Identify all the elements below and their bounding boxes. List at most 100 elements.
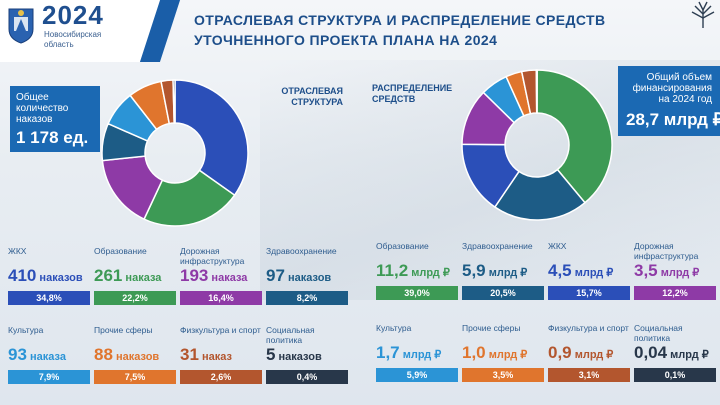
sector-percent-bar: 0,4% (266, 370, 348, 384)
funding-item: Социальная политика 0,04 млрд ₽ 0,1% (634, 323, 716, 385)
sector-percent-bar: 22,2% (94, 291, 176, 305)
year-label: 2024 (42, 0, 104, 30)
total-funding-value: 28,7 млрд ₽ (626, 110, 720, 129)
sector-category-label: Социальная политика (266, 325, 315, 345)
funding-value: 5,9 млрд ₽ (462, 261, 527, 281)
sector-percent-bar: 2,6% (180, 370, 262, 384)
funding-value: 3,5 млрд ₽ (634, 261, 699, 281)
funding-category-label: Социальная политика (634, 323, 683, 343)
sector-item: Культура 93 наказа 7,9% (8, 325, 90, 387)
funding-value-number: 3,5 (634, 261, 658, 280)
sector-structure-slice-1 (174, 79, 249, 197)
sector-value-number: 193 (180, 266, 209, 285)
sector-value-number: 97 (266, 266, 285, 285)
sector-percent-bar: 8,2% (266, 291, 348, 305)
funding-value-number: 4,5 (548, 261, 572, 280)
funding-value-unit: млрд ₽ (571, 349, 614, 361)
funds-distribution-slice-1 (536, 69, 613, 204)
total-funding-label: Общий объем финансирования на 2024 год (632, 72, 712, 105)
sector-item: Здравоохранение 97 наказов 8,2% (266, 246, 348, 308)
funding-value-number: 11,2 (376, 261, 409, 280)
funding-value-number: 0,04 (634, 343, 668, 362)
funding-percent-bar: 5,9% (376, 368, 458, 382)
funding-category-label: Культура (376, 323, 412, 333)
sector-item: ЖКХ 410 наказов 34,8% (8, 246, 90, 308)
sector-structure-donut (101, 79, 249, 227)
sector-structure-slice-8 (172, 79, 176, 124)
funding-value-unit: млрд ₽ (657, 267, 700, 279)
funding-item: Дорожная инфраструктура 3,5 млрд ₽ 12,2% (634, 241, 716, 303)
sector-value-unit: наказов (275, 351, 322, 363)
sector-item: Физкультура и спорт 31 наказ 2,6% (180, 325, 262, 387)
funding-percent-bar: 3,1% (548, 368, 630, 382)
funds-distribution-slice-2 (493, 168, 586, 221)
funding-item: Здравоохранение 5,9 млрд ₽ 20,5% (462, 241, 544, 303)
sector-category-label: Дорожная инфраструктура (180, 246, 245, 266)
funding-value: 1,0 млрд ₽ (462, 343, 527, 363)
sector-category-label: ЖКХ (8, 246, 27, 256)
sector-value: 5 наказов (266, 345, 322, 365)
funding-category-label: Здравоохранение (462, 241, 533, 251)
sector-value-number: 93 (8, 345, 27, 364)
sector-category-label: Прочие сферы (94, 325, 153, 335)
funding-category-label: Физкультура и спорт (548, 323, 629, 333)
sector-value-number: 88 (94, 345, 113, 364)
funding-category-label: Дорожная инфраструктура (634, 241, 699, 261)
sector-value-number: 261 (94, 266, 123, 285)
funding-value-number: 5,9 (462, 261, 486, 280)
sector-item: Прочие сферы 88 наказов 7,5% (94, 325, 176, 387)
sector-value: 410 наказов (8, 266, 83, 286)
funding-percent-bar: 12,2% (634, 286, 716, 300)
funding-value-number: 1,7 (376, 343, 400, 362)
funding-percent-bar: 39,0% (376, 286, 458, 300)
funding-value-unit: млрд ₽ (667, 349, 709, 361)
sector-percent-bar: 16,4% (180, 291, 262, 305)
funding-value: 1,7 млрд ₽ (376, 343, 441, 363)
sector-value: 93 наказа (8, 345, 66, 365)
sector-value-number: 5 (266, 345, 276, 364)
funding-percent-bar: 20,5% (462, 286, 544, 300)
funding-percent-bar: 15,7% (548, 286, 630, 300)
sector-value-unit: наказа (208, 272, 248, 284)
sector-value: 88 наказов (94, 345, 159, 365)
sector-structure-label: ОТРАСЛЕВАЯ СТРУКТУРА (281, 86, 343, 107)
funding-value-unit: млрд ₽ (408, 267, 450, 279)
page-title: ОТРАСЛЕВАЯ СТРУКТУРА И РАСПРЕДЕЛЕНИЕ СРЕ… (194, 12, 606, 48)
sector-value-unit: наказов (36, 272, 83, 284)
sector-value: 193 наказа (180, 266, 247, 286)
funding-value-number: 0,9 (548, 343, 572, 362)
tree-logo-icon (691, 1, 715, 28)
sector-value-number: 410 (8, 266, 37, 285)
funding-category-label: Образование (376, 241, 429, 251)
sector-item: Социальная политика 5 наказов 0,4% (266, 325, 348, 387)
funds-distribution-label: РАСПРЕДЕЛЕНИЕ СРЕДСТВ (372, 83, 453, 104)
funding-value-unit: млрд ₽ (485, 349, 528, 361)
sector-value: 97 наказов (266, 266, 331, 286)
sector-percent-bar: 7,9% (8, 370, 90, 384)
funding-value: 0,9 млрд ₽ (548, 343, 613, 363)
funding-item: Физкультура и спорт 0,9 млрд ₽ 3,1% (548, 323, 630, 385)
sector-item: Дорожная инфраструктура 193 наказа 16,4% (180, 246, 262, 308)
funds-distribution-donut (461, 69, 613, 221)
funding-value-number: 1,0 (462, 343, 486, 362)
total-funding-box: Общий объем финансирования на 2024 год 2… (618, 66, 720, 136)
funding-value: 0,04 млрд ₽ (634, 343, 709, 363)
sector-percent-bar: 34,8% (8, 291, 90, 305)
funding-value-unit: млрд ₽ (571, 267, 614, 279)
region-name: Новосибирская область (44, 30, 102, 49)
sector-structure-slice-2 (143, 169, 236, 227)
funding-item: Образование 11,2 млрд ₽ 39,0% (376, 241, 458, 303)
funding-percent-bar: 3,5% (462, 368, 544, 382)
total-orders-label: Общее количество наказов (16, 92, 69, 125)
sector-value-unit: наказ (198, 351, 232, 363)
sector-category-label: Здравоохранение (266, 246, 337, 256)
funding-value: 11,2 млрд ₽ (376, 261, 450, 281)
total-orders-value: 1 178 ед. (16, 128, 89, 147)
sector-value-number: 31 (180, 345, 199, 364)
funding-percent-bar: 0,1% (634, 368, 716, 382)
funding-value: 4,5 млрд ₽ (548, 261, 613, 281)
funding-value-unit: млрд ₽ (399, 349, 442, 361)
sector-value-unit: наказа (122, 272, 162, 284)
funding-item: Прочие сферы 1,0 млрд ₽ 3,5% (462, 323, 544, 385)
